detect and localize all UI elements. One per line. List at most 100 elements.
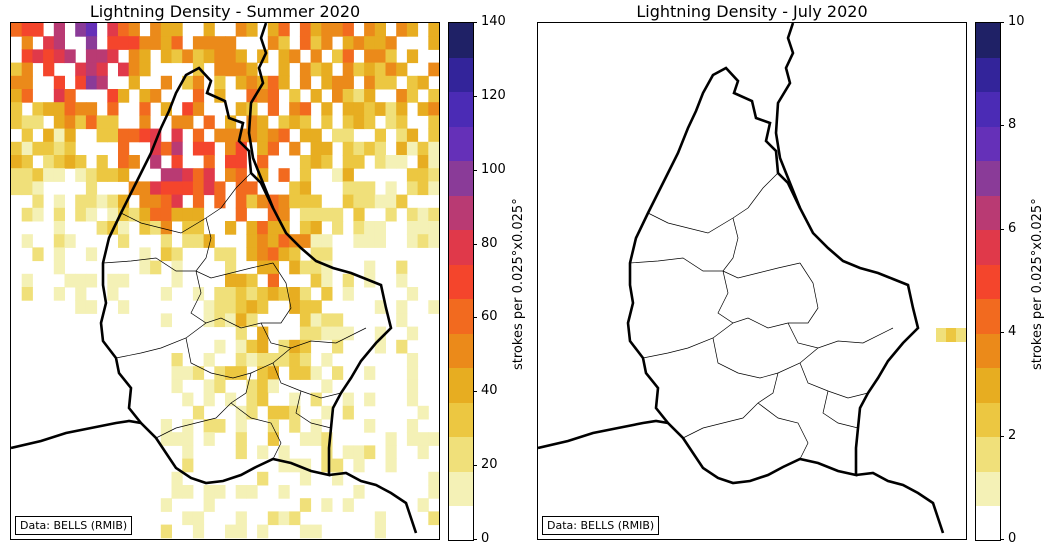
lightning-density-grid-july — [538, 23, 966, 534]
density-cell — [118, 89, 130, 103]
density-cell — [364, 234, 376, 248]
density-cell — [246, 339, 258, 354]
density-cell — [225, 141, 237, 156]
colorbar-tick-label: 6 — [1008, 220, 1017, 236]
density-cell — [364, 181, 376, 196]
density-cell — [75, 115, 87, 130]
density-cell — [278, 247, 290, 262]
density-cell — [332, 89, 344, 103]
canton-boundary — [120, 207, 222, 234]
density-cell — [406, 432, 419, 446]
density-cell — [118, 62, 130, 77]
density-cell — [374, 23, 386, 37]
density-cell — [150, 36, 162, 50]
density-cell — [225, 62, 237, 77]
density-cell — [278, 168, 290, 182]
density-cell — [321, 115, 333, 130]
colorbar-summer — [448, 22, 474, 541]
density-cell — [246, 194, 258, 209]
density-cell — [235, 313, 247, 328]
density-cell — [235, 524, 247, 539]
colorbar-segment — [449, 23, 473, 58]
density-cell — [374, 102, 386, 116]
canton-boundary — [717, 270, 789, 329]
map-summer: Data: BELLS (RMIB) — [10, 22, 440, 540]
density-cell — [192, 181, 205, 196]
density-cell — [235, 155, 247, 169]
density-cell — [118, 300, 130, 314]
density-cell — [417, 405, 429, 420]
density-cell — [278, 207, 290, 222]
density-cell — [96, 194, 108, 209]
density-cell — [96, 155, 108, 169]
density-cell — [299, 221, 312, 235]
density-cell — [353, 155, 365, 169]
density-cell — [21, 168, 33, 182]
boundaries — [11, 23, 418, 534]
density-cell — [310, 207, 322, 222]
density-cell — [182, 168, 194, 182]
density-cell — [353, 89, 365, 103]
density-cell — [225, 128, 237, 143]
density-cell — [385, 75, 397, 90]
density-cell — [139, 260, 151, 275]
density-cell — [11, 23, 23, 37]
density-cell — [396, 273, 408, 288]
colorbar-tick-label: 10 — [1008, 14, 1025, 29]
colorbar-july-label: strokes per 0.025°x0.025° — [1030, 198, 1045, 370]
density-cell — [364, 115, 376, 130]
density-cell — [11, 141, 23, 156]
density-cell — [396, 23, 408, 37]
density-cell — [128, 49, 140, 64]
density-cell — [128, 75, 140, 90]
density-cell — [235, 141, 247, 156]
density-cell — [203, 313, 215, 328]
density-cell — [160, 168, 172, 182]
density-cell — [75, 102, 87, 116]
density-cell — [299, 524, 312, 539]
density-cell — [364, 194, 376, 209]
density-cell — [128, 36, 140, 50]
canton-boundary — [722, 217, 739, 272]
canton-boundary — [629, 257, 801, 279]
density-cell — [278, 485, 290, 499]
density-cell — [396, 339, 408, 354]
density-cell — [85, 49, 98, 64]
density-cell — [342, 141, 354, 156]
density-cell — [160, 498, 172, 512]
density-cell — [310, 432, 322, 446]
density-cell — [246, 128, 258, 143]
density-cell — [182, 511, 194, 526]
density-cell — [171, 379, 183, 394]
density-cell — [396, 62, 408, 77]
density-cell — [364, 36, 376, 50]
density-cell — [428, 102, 439, 116]
density-cell — [43, 141, 55, 156]
density-cell — [417, 181, 429, 196]
density-cell — [342, 23, 354, 37]
colorbar-segment — [976, 195, 1000, 231]
density-cell — [75, 62, 87, 77]
density-cell — [936, 328, 946, 342]
density-cell — [278, 339, 290, 354]
density-cell — [257, 366, 269, 380]
density-cell — [289, 405, 301, 420]
density-cell — [235, 62, 247, 77]
density-cell — [182, 366, 194, 380]
density-cell — [374, 155, 386, 169]
density-cell — [160, 432, 172, 446]
density-cell — [353, 194, 365, 209]
density-cell — [353, 234, 365, 248]
density-cell — [257, 155, 269, 169]
density-cell — [171, 155, 183, 169]
density-cell — [118, 194, 130, 209]
density-cell — [160, 181, 172, 196]
colorbar-segment — [449, 57, 473, 93]
density-cell — [956, 328, 966, 342]
density-cell — [32, 102, 44, 116]
canton-boundary — [747, 172, 779, 209]
density-cell — [417, 141, 429, 156]
density-cell — [257, 326, 269, 341]
panel-summer-title: Lightning Density - Summer 2020 — [89, 2, 361, 21]
density-cell — [342, 326, 354, 341]
